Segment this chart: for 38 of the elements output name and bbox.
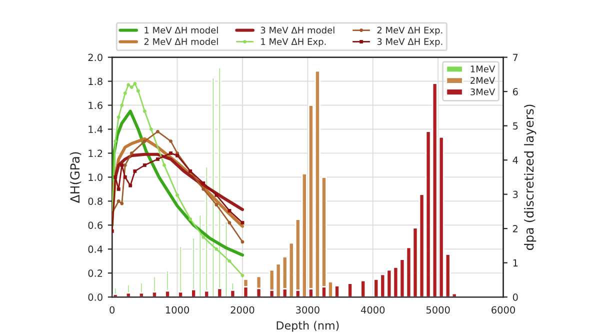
y2-axis-title: dpa (discretized layers) (524, 104, 536, 250)
y2-tick-label: 6 (512, 88, 518, 96)
x-axis-title: Depth (nm) (276, 321, 339, 332)
y-tick-label: 1.6 (88, 102, 102, 110)
y2-tick-label: 3 (513, 190, 518, 198)
y2-tick-label: 0 (512, 294, 518, 301)
y2-tick-label: 2 (513, 225, 518, 232)
x-tick-label: 6000 (492, 306, 515, 314)
y-axis-title: ΔH(GPa) (70, 152, 82, 204)
y-tick-label: 1.0 (88, 174, 102, 181)
legend-label: 3 MeV ΔH Exp. (377, 38, 442, 47)
y2-tick-label: 4 (512, 156, 518, 164)
legend-label: 3MeV (470, 88, 496, 96)
y-tick-label: 0.0 (88, 294, 102, 301)
y-tick-label: 2.0 (88, 54, 102, 62)
y-tick-label: 1.2 (88, 150, 102, 157)
legend-label: 2MeV (470, 77, 496, 84)
legend-label: 1 MeV ΔH model (144, 26, 218, 34)
y-tick-label: 1.8 (88, 78, 102, 86)
legend-label: 2 MeV ΔH model (144, 38, 218, 46)
y-tick-label: 0.4 (88, 246, 103, 253)
legend-label: 1 MeV ΔH Exp. (261, 38, 326, 47)
y-tick-label: 0.6 (88, 222, 102, 229)
x-tick-label: 0 (110, 306, 115, 314)
x-tick-label: 3000 (296, 306, 320, 314)
x-tick-label: 4000 (360, 306, 385, 314)
legend-label: 2 MeV ΔH Exp. (377, 26, 442, 36)
x-tick-label: 2000 (230, 306, 254, 314)
legend-label: 3 MeV ΔH model (260, 26, 334, 34)
y-tick-label: 1.4 (88, 126, 103, 133)
y2-tick-label: 5 (513, 122, 518, 130)
x-tick-label: 1000 (166, 306, 190, 314)
y-tick-label: 0.2 (88, 270, 102, 277)
x-tick-label: 5000 (426, 306, 450, 314)
y2-tick-label: 1 (513, 259, 518, 266)
y2-tick-label: 7 (513, 54, 518, 61)
legend-label: 1MeV (470, 66, 496, 72)
y-tick-label: 0.8 (88, 198, 102, 205)
